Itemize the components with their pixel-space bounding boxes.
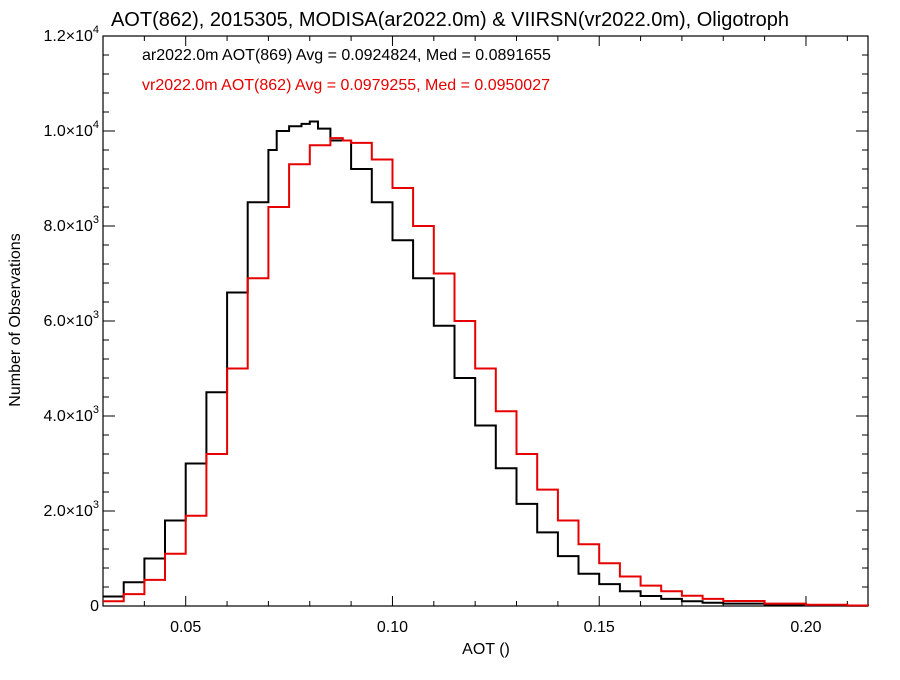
y-tick-label: 4.0×103 <box>43 404 99 425</box>
y-tick-exponent: 3 <box>93 499 99 511</box>
chart-title: AOT(862), 2015305, MODISA(ar2022.0m) & V… <box>111 9 789 31</box>
legend-entry-2: vr2022.0m AOT(862) Avg = 0.0979255, Med … <box>142 77 550 94</box>
y-tick-exponent: 4 <box>93 24 99 36</box>
y-tick-label: 2.0×103 <box>43 499 99 520</box>
y-tick-label: 1.0×104 <box>43 119 99 140</box>
legend-entry-1: ar2022.0m AOT(869) Avg = 0.0924824, Med … <box>142 47 551 64</box>
y-tick-mantissa: 2.0×10 <box>43 503 92 520</box>
y-tick-label: 0 <box>90 598 99 615</box>
y-tick-mantissa: 6.0×10 <box>43 313 92 330</box>
y-tick-mantissa: 8.0×10 <box>43 218 92 235</box>
plot-frame <box>102 35 869 607</box>
y-tick-mantissa: 1.2×10 <box>43 28 92 45</box>
y-axis-label: Number of Observations <box>7 233 24 406</box>
y-tick-label: 6.0×103 <box>43 309 99 330</box>
y-tick-exponent: 4 <box>93 119 99 131</box>
x-tick-label: 0.15 <box>584 619 615 636</box>
x-tick-label: 0.10 <box>377 619 408 636</box>
y-tick-mantissa: 0 <box>90 598 99 615</box>
series-line-2 <box>103 137 869 607</box>
y-tick-mantissa: 1.0×10 <box>43 123 92 140</box>
series-line-1 <box>103 120 869 607</box>
y-tick-exponent: 3 <box>93 214 99 226</box>
x-tick-label: 0.05 <box>170 619 201 636</box>
y-tick-exponent: 3 <box>93 404 99 416</box>
x-tick-label: 0.20 <box>790 619 821 636</box>
y-tick-label: 1.2×104 <box>43 24 99 45</box>
y-tick-exponent: 3 <box>93 309 99 321</box>
y-tick-mantissa: 4.0×10 <box>43 408 92 425</box>
x-axis-label: AOT () <box>462 641 510 658</box>
y-tick-label: 8.0×103 <box>43 214 99 235</box>
